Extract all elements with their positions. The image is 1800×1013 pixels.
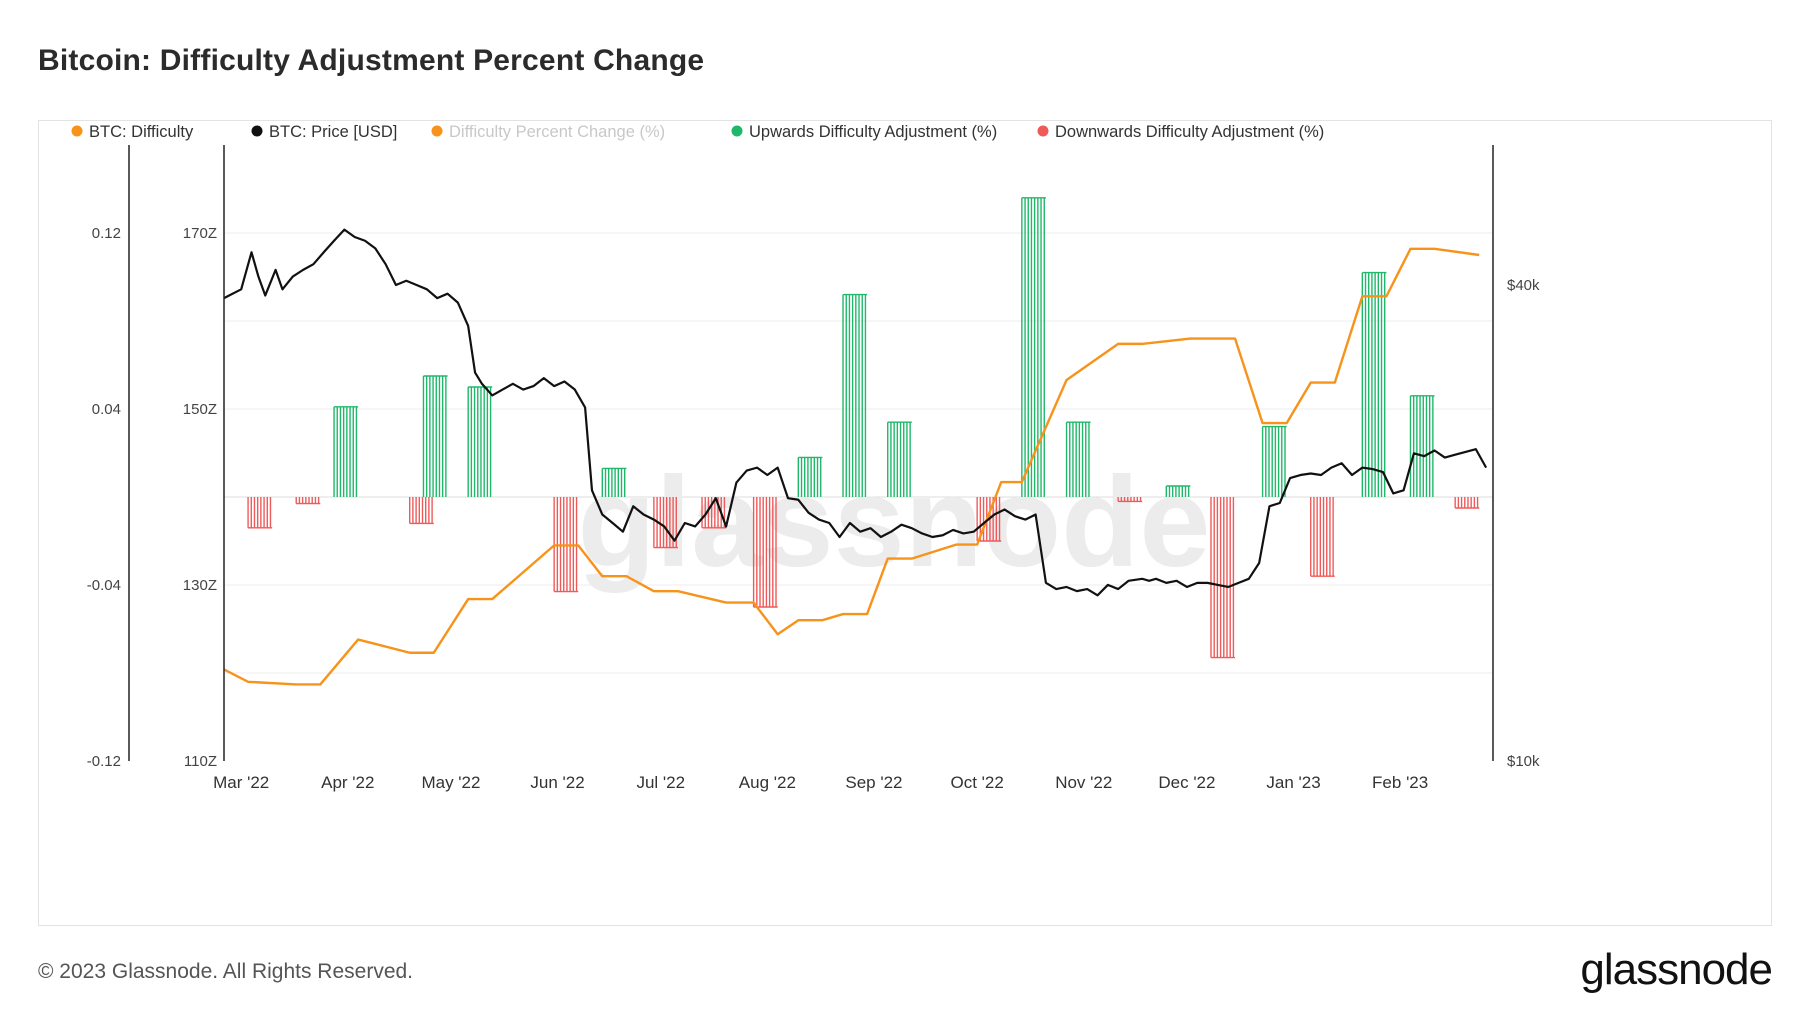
legend-label: BTC: Difficulty	[89, 123, 194, 141]
x-tick-label: Nov '22	[1055, 773, 1112, 792]
downward-adjustment-bar	[1117, 497, 1143, 503]
x-tick-label: Sep '22	[845, 773, 902, 792]
legend-dot	[71, 125, 83, 137]
legend-label: Upwards Difficulty Adjustment (%)	[749, 123, 997, 141]
upward-adjustment-bar	[1409, 395, 1435, 497]
legend-dot	[431, 125, 443, 137]
axes-layer: 0.12 0.04 -0.04 -0.12 170Z 150Z 130Z 110Z $40k $1…	[87, 145, 1540, 792]
downward-adjustment-bar	[752, 497, 778, 608]
upward-adjustment-bar	[842, 293, 868, 497]
legend-item: BTC: Price [USD]	[251, 123, 397, 141]
upward-adjustment-bar	[797, 456, 823, 497]
upward-adjustment-bar	[1065, 421, 1091, 497]
percent-tick-label: -0.04	[87, 577, 121, 594]
difficulty-tick-label: 170Z	[183, 225, 217, 242]
downward-adjustment-bar	[295, 497, 321, 505]
downward-adjustment-bar	[1454, 497, 1480, 509]
percent-tick-label: 0.12	[92, 225, 121, 242]
x-tick-label: Jun '22	[530, 773, 584, 792]
upward-adjustment-bar	[1165, 485, 1191, 497]
legend-label: Difficulty Percent Change (%)	[449, 123, 665, 141]
upward-adjustment-bar	[422, 375, 448, 497]
upward-adjustment-bar	[333, 406, 359, 497]
percent-tick-label: 0.04	[92, 401, 121, 418]
x-tick-label: Mar '22	[213, 773, 269, 792]
bars-layer	[247, 197, 1480, 659]
legend-item: Upwards Difficulty Adjustment (%)	[731, 123, 997, 141]
footer-copyright: © 2023 Glassnode. All Rights Reserved.	[38, 960, 414, 983]
downward-adjustment-bar	[1310, 497, 1335, 577]
lines-layer	[223, 228, 1488, 686]
legend-label: BTC: Price [USD]	[269, 123, 397, 141]
x-tick-label: Jan '23	[1266, 773, 1320, 792]
footer-logo: glassnode	[1580, 945, 1773, 994]
x-tick-label: May '22	[421, 773, 480, 792]
legend-layer: BTC: Difficulty BTC: Price [USD] Difficult…	[71, 123, 1324, 141]
x-tick-label: Apr '22	[321, 773, 374, 792]
chart-frame: glassnode 0.12 0.04 -0.04 -0.12 170Z 150Z 130Z…	[38, 120, 1772, 926]
x-tick-label: Dec '22	[1158, 773, 1215, 792]
legend-dot	[1037, 125, 1049, 137]
price-tick-label: $10k	[1507, 753, 1540, 770]
legend-label: Downwards Difficulty Adjustment (%)	[1055, 123, 1324, 141]
chart-svg: glassnode 0.120.04-0.04-0.12170Z150Z130Z…	[71, 123, 1540, 792]
price-line	[223, 228, 1488, 597]
page-title: Bitcoin: Difficulty Adjustment Percent C…	[38, 44, 705, 77]
upward-adjustment-bar	[887, 421, 912, 497]
upward-adjustment-bar	[467, 386, 493, 497]
legend-item: BTC: Difficulty	[71, 123, 194, 141]
downward-adjustment-bar	[409, 497, 434, 525]
legend-item: Difficulty Percent Change (%)	[431, 123, 665, 141]
x-tick-label: Feb '23	[1372, 773, 1428, 792]
difficulty-tick-label: 110Z	[184, 753, 217, 770]
difficulty-line	[223, 247, 1480, 686]
upward-adjustment-bar	[1361, 271, 1387, 497]
legend-item: Downwards Difficulty Adjustment (%)	[1037, 123, 1324, 141]
downward-adjustment-bar	[247, 497, 273, 529]
upward-adjustment-bar	[601, 467, 627, 497]
legend-dot	[731, 125, 743, 137]
upward-adjustment-bar	[1261, 425, 1287, 497]
difficulty-tick-label: 150Z	[183, 401, 217, 418]
difficulty-tick-label: 130Z	[183, 577, 217, 594]
price-tick-label: $40k	[1507, 277, 1540, 294]
x-tick-label: Jul '22	[636, 773, 685, 792]
percent-tick-label: -0.12	[87, 753, 121, 770]
x-tick-label: Oct '22	[950, 773, 1003, 792]
downward-adjustment-bar	[1210, 497, 1236, 659]
downward-adjustment-bar	[653, 497, 678, 549]
x-tick-label: Aug '22	[739, 773, 796, 792]
legend-dot	[251, 125, 263, 137]
